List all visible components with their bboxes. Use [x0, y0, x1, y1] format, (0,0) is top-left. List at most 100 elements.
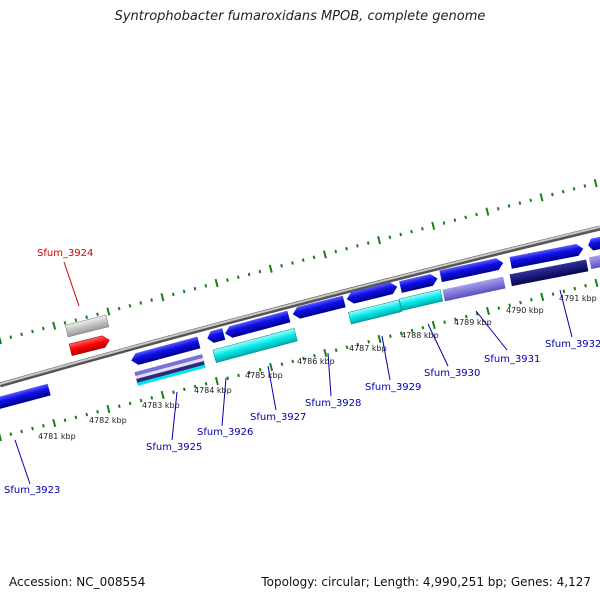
inner-tick — [529, 297, 533, 302]
outer-tick — [96, 312, 99, 317]
gene-label[interactable]: Sfum_3931 — [484, 354, 540, 365]
inner-tick — [0, 433, 2, 442]
inner-tick — [323, 348, 328, 358]
gene-label[interactable]: Sfum_3926 — [197, 427, 253, 438]
inner-tick — [74, 415, 78, 420]
outer-tick — [0, 336, 2, 345]
gene-label[interactable]: Sfum_3932 — [545, 339, 600, 350]
gene-label-leader — [14, 439, 31, 485]
inner-tick — [226, 376, 230, 380]
gene-sfum-3929[interactable] — [345, 281, 398, 305]
gene-label[interactable]: Sfum_3929 — [365, 382, 421, 393]
gene-sfum-3932-navy[interactable] — [509, 259, 589, 287]
inner-tick — [128, 401, 132, 406]
gene-label-leader — [427, 323, 449, 367]
outer-tick — [193, 286, 197, 291]
inner-tick — [345, 345, 349, 350]
gene-label-leader — [327, 352, 332, 397]
inner-tick — [150, 395, 154, 400]
inner-tick — [52, 418, 57, 428]
inner-tick — [464, 314, 468, 319]
inner-tick — [193, 384, 197, 389]
gene-label[interactable]: Sfum_3930 — [424, 368, 480, 379]
outer-tick — [399, 232, 403, 237]
outer-tick — [280, 264, 283, 268]
gene-sfum-3930[interactable] — [399, 273, 439, 293]
outer-tick — [583, 184, 587, 188]
inner-tick — [280, 362, 284, 366]
outer-tick — [421, 226, 424, 231]
gene-sfum-3925[interactable] — [130, 336, 201, 367]
gene-sfum-3931[interactable] — [439, 257, 504, 283]
outer-tick — [453, 218, 457, 223]
inner-tick — [377, 334, 382, 344]
kbp-tick-label: 4786 kbp — [297, 357, 335, 366]
inner-tick — [421, 325, 425, 330]
outer-tick — [366, 241, 370, 245]
gene-sfum-3926[interactable] — [206, 328, 226, 344]
kbp-tick-label: 4790 kbp — [506, 306, 544, 315]
outer-tick — [106, 307, 111, 316]
inner-tick — [551, 292, 555, 296]
gene-edge-lav[interactable] — [588, 254, 600, 270]
outer-tick — [518, 201, 522, 205]
outer-tick — [496, 207, 500, 211]
gene-label[interactable]: Sfum_3928 — [305, 398, 361, 409]
outer-tick — [41, 326, 45, 331]
inner-tick — [540, 292, 545, 302]
inner-tick — [182, 387, 186, 392]
gene-sfum-3925-stack[interactable] — [134, 354, 206, 386]
outer-tick — [322, 250, 327, 259]
inner-tick — [63, 418, 67, 422]
gene-sfum-3930-cyan[interactable] — [398, 289, 444, 311]
outer-tick — [388, 235, 392, 240]
genome-backbone-highlight — [0, 226, 600, 385]
gene-label-leader — [63, 261, 80, 307]
inner-tick — [214, 376, 219, 386]
outer-tick — [312, 255, 316, 260]
gene-label[interactable]: Sfum_3924 — [37, 248, 93, 259]
gene-label[interactable]: Sfum_3923 — [4, 485, 60, 496]
gene-sfum-3927[interactable] — [212, 328, 298, 363]
map-title: Syntrophobacter fumaroxidans MPOB, compl… — [114, 9, 486, 24]
inner-tick — [313, 353, 316, 358]
inner-tick — [519, 300, 522, 305]
gene-sfum-3932[interactable] — [509, 243, 585, 269]
gene-label-leader — [171, 391, 178, 441]
outer-tick — [356, 244, 359, 248]
inner-tick — [389, 334, 392, 338]
inner-tick — [106, 404, 111, 414]
outer-tick — [593, 179, 598, 188]
outer-tick — [74, 318, 78, 322]
outer-tick — [236, 275, 240, 280]
outer-tick — [214, 278, 219, 288]
gene-sfum-3924-red[interactable] — [68, 334, 111, 356]
gene-sfum-3931-lav[interactable] — [442, 276, 506, 302]
gene-sfum-3928[interactable] — [291, 295, 346, 320]
gene-label[interactable]: Sfum_3927 — [250, 412, 306, 423]
inner-tick — [573, 286, 577, 291]
gene-sfum-3923[interactable] — [0, 383, 51, 410]
inner-tick — [431, 320, 436, 330]
kbp-tick-label: 4782 kbp — [89, 416, 127, 425]
gene-sfum-3929-cyan[interactable] — [348, 299, 402, 325]
gene-label[interactable]: Sfum_3925 — [146, 442, 202, 453]
inner-tick — [96, 409, 99, 414]
outer-tick — [85, 315, 89, 319]
inner-tick — [31, 426, 34, 431]
outer-tick — [529, 198, 533, 203]
kbp-tick-label: 4788 kbp — [401, 331, 439, 340]
inner-tick — [160, 390, 165, 400]
gene-sfum-3924-gray[interactable] — [64, 314, 110, 338]
gene-sfum-3926-b[interactable] — [224, 310, 291, 340]
inner-tick — [139, 398, 143, 403]
outer-tick — [268, 264, 273, 273]
inner-tick — [117, 404, 121, 408]
inner-tick — [497, 306, 501, 310]
gene-edge-blue[interactable] — [587, 236, 600, 251]
inner-tick — [410, 328, 414, 333]
outer-tick — [410, 229, 413, 234]
outer-tick — [171, 292, 175, 297]
gene-label-leader — [221, 377, 227, 427]
